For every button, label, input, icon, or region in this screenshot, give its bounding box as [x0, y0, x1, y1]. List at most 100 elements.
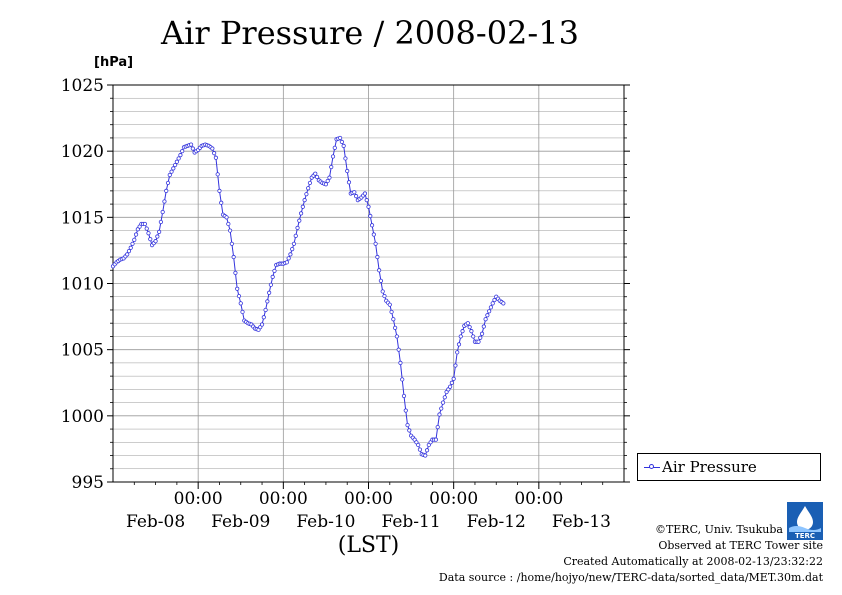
data-point: [417, 447, 423, 452]
data-point: [398, 360, 403, 365]
x-date-label: Feb-10: [296, 512, 355, 532]
legend: Air Pressure: [637, 453, 821, 481]
data-point: [165, 180, 171, 186]
y-tick-label: 995: [72, 473, 104, 493]
data-point: [226, 221, 231, 227]
data-point: [288, 252, 293, 257]
data-point: [424, 448, 430, 453]
data-point: [403, 408, 408, 413]
data-point: [371, 232, 376, 237]
data-point: [261, 315, 266, 320]
data-point: [217, 188, 222, 193]
data-point: [375, 254, 380, 260]
data-point: [456, 342, 462, 347]
data-point: [485, 313, 490, 318]
data-point: [353, 194, 359, 199]
data-point: [229, 241, 234, 246]
data-point: [327, 175, 332, 180]
chart-title: Air Pressure / 2008-02-13: [161, 14, 579, 52]
data-point: [219, 200, 224, 205]
data-point: [270, 274, 275, 279]
data-point: [293, 233, 298, 238]
data-point: [231, 254, 236, 260]
credit-source: Data source : /home/hojyo/new/TERC-data/…: [438, 571, 823, 584]
data-point: [416, 442, 421, 448]
data-point: [180, 149, 185, 154]
data-point: [362, 191, 368, 196]
data-point: [153, 239, 158, 244]
x-axis-label: (LST): [338, 533, 400, 558]
data-point: [213, 155, 219, 160]
y-axis-unit-label: [hPa]: [94, 55, 134, 70]
data-point: [306, 186, 311, 191]
data-point: [173, 162, 178, 168]
data-point: [228, 228, 233, 233]
data-point: [469, 329, 474, 334]
data-point: [263, 307, 268, 313]
x-date-label: Feb-11: [381, 512, 440, 532]
y-tick-label: 1000: [61, 407, 104, 427]
data-point: [396, 347, 401, 352]
data-point: [284, 260, 289, 265]
data-point: [338, 135, 343, 141]
data-point: [291, 241, 297, 246]
data-point: [343, 156, 348, 161]
data-point: [405, 422, 410, 428]
data-point: [290, 246, 295, 252]
data-point: [142, 221, 148, 227]
data-point: [501, 301, 506, 306]
x-tick-time-label: 00:00: [429, 489, 478, 509]
data-point: [387, 302, 392, 307]
x-date-label: Feb-08: [126, 512, 185, 532]
x-date-label: Feb-13: [552, 512, 611, 532]
data-point: [382, 293, 387, 299]
data-point: [133, 232, 139, 237]
data-point: [471, 334, 476, 339]
data-point: [369, 223, 375, 228]
data-point: [210, 146, 215, 151]
x-date-label: Feb-09: [211, 512, 270, 532]
data-point: [449, 380, 454, 385]
data-point: [132, 237, 137, 242]
data-point: [188, 142, 194, 147]
data-point: [433, 437, 439, 442]
credit-copyright: ©TERC, Univ. Tsukuba: [654, 523, 783, 536]
axis-layer: 995 1000 1005 1010 1015 1020 1025 00:00 00:00 00:…: [61, 76, 630, 532]
data-point: [267, 290, 272, 295]
data-point: [352, 190, 357, 195]
data-point: [171, 166, 176, 171]
data-point: [304, 192, 309, 197]
data-point: [325, 178, 330, 184]
x-tick-time-label: 00:00: [514, 489, 563, 509]
data-point: [272, 268, 277, 274]
data-point: [155, 234, 160, 239]
credit-created: Created Automatically at 2008-02-13/23:3…: [563, 555, 823, 568]
data-point: [483, 317, 488, 322]
data-point: [148, 237, 153, 242]
data-point: [160, 209, 165, 215]
data-point: [453, 363, 458, 368]
data-point: [368, 213, 373, 219]
data-point: [393, 325, 398, 330]
data-point: [307, 180, 313, 186]
data-point: [323, 182, 329, 187]
y-tick-label: 1005: [61, 341, 104, 361]
data-point: [345, 168, 350, 174]
data-point: [373, 241, 378, 246]
y-tick-label: 1010: [61, 275, 104, 295]
data-point: [146, 231, 151, 236]
data-point: [346, 180, 352, 185]
data-point: [329, 164, 334, 170]
legend-label: Air Pressure: [662, 458, 757, 476]
data-point: [476, 339, 481, 344]
data-point: [174, 159, 179, 164]
data-point: [378, 278, 384, 283]
data-point: [286, 256, 291, 261]
data-point: [178, 153, 183, 158]
data-point: [465, 321, 470, 326]
x-tick-time-label: 00:00: [259, 489, 308, 509]
data-point: [302, 198, 307, 203]
data-point: [265, 299, 270, 304]
data-point: [490, 301, 495, 306]
data-point: [295, 225, 300, 231]
